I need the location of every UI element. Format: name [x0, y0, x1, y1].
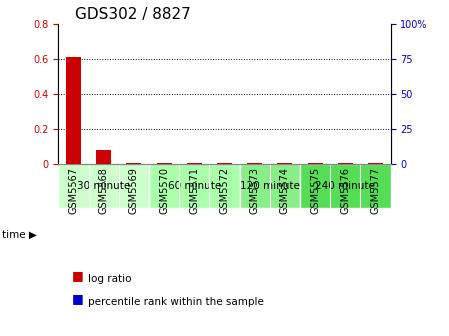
Text: ■: ■ — [72, 269, 84, 282]
Text: GSM5574: GSM5574 — [280, 167, 290, 214]
Text: GSM5577: GSM5577 — [370, 167, 380, 214]
Point — [221, 122, 228, 128]
Text: GSM5575: GSM5575 — [310, 167, 320, 214]
Text: 60 minute: 60 minute — [167, 181, 221, 191]
Bar — [338, 163, 353, 164]
Point — [100, 93, 107, 98]
FancyBboxPatch shape — [240, 164, 300, 208]
Bar — [157, 163, 172, 164]
FancyBboxPatch shape — [149, 164, 240, 208]
Text: GSM5571: GSM5571 — [189, 167, 199, 214]
Text: 30 minute: 30 minute — [77, 181, 130, 191]
Point — [191, 124, 198, 130]
Text: 240 minute: 240 minute — [315, 181, 375, 191]
Point — [342, 127, 349, 132]
Text: GSM5576: GSM5576 — [340, 167, 350, 214]
Text: ■: ■ — [72, 292, 84, 305]
Text: GDS302 / 8827: GDS302 / 8827 — [75, 7, 191, 23]
Point — [251, 121, 258, 126]
Text: GSM5567: GSM5567 — [69, 167, 79, 214]
Text: GSM5569: GSM5569 — [129, 167, 139, 214]
Text: GSM5568: GSM5568 — [99, 167, 109, 214]
Point — [70, 68, 77, 73]
Text: log ratio: log ratio — [88, 274, 131, 284]
Text: 120 minute: 120 minute — [240, 181, 300, 191]
Bar — [126, 163, 141, 164]
Bar — [368, 163, 383, 164]
Point — [282, 124, 289, 130]
Text: GSM5570: GSM5570 — [159, 167, 169, 214]
Point — [160, 122, 167, 128]
Text: GSM5572: GSM5572 — [220, 167, 229, 214]
Text: percentile rank within the sample: percentile rank within the sample — [88, 297, 264, 307]
FancyBboxPatch shape — [300, 164, 391, 208]
Bar — [217, 163, 232, 164]
Bar — [66, 57, 81, 164]
Bar — [247, 163, 262, 164]
Point — [312, 122, 319, 128]
Bar — [187, 163, 202, 164]
Point — [130, 124, 137, 130]
FancyBboxPatch shape — [58, 164, 149, 208]
Bar — [308, 163, 323, 164]
Text: GSM5573: GSM5573 — [250, 167, 260, 214]
Bar — [96, 150, 111, 164]
Text: time ▶: time ▶ — [2, 230, 37, 240]
Bar — [277, 163, 292, 164]
Point — [372, 124, 379, 130]
